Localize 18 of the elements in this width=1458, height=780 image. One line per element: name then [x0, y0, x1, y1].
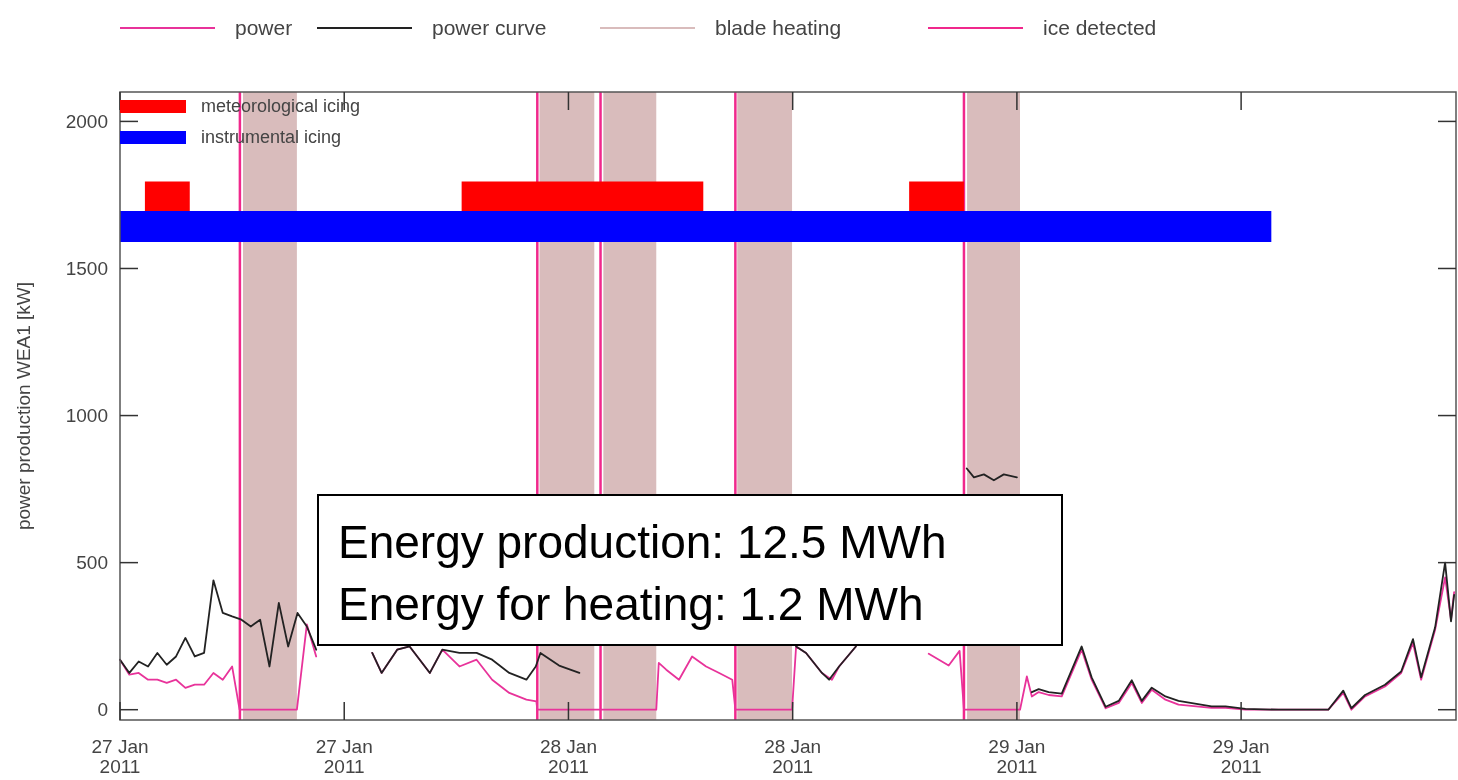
- y-tick-label: 500: [76, 552, 108, 574]
- annotation: Energy production: 12.5 MWh: [338, 516, 947, 569]
- y-tick-label: 1500: [65, 258, 108, 280]
- x-tick-label: 28 Jan 2011: [539, 736, 597, 777]
- y-axis-title: power production WEA1 [kW]: [13, 281, 34, 531]
- y-tick-label: 0: [97, 699, 108, 721]
- legend-label: power curve: [432, 16, 547, 40]
- x-tick-label: 28 Jan 2011: [764, 736, 822, 777]
- legend-label: power: [235, 16, 293, 40]
- x-tick-label: 29 Jan 2011: [1212, 736, 1270, 777]
- x-tick-label: 27 Jan 2011: [91, 736, 149, 777]
- x-tick-label: 27 Jan 2011: [315, 736, 373, 777]
- y-tick-label: 1000: [65, 405, 108, 427]
- legend-label: ice detected: [1043, 16, 1157, 40]
- annotation: Energy for heating: 1.2 MWh: [338, 578, 924, 631]
- legend-label: blade heating: [715, 16, 842, 40]
- y-tick-label: 2000: [65, 111, 108, 133]
- x-tick-label: 29 Jan 2011: [988, 736, 1046, 777]
